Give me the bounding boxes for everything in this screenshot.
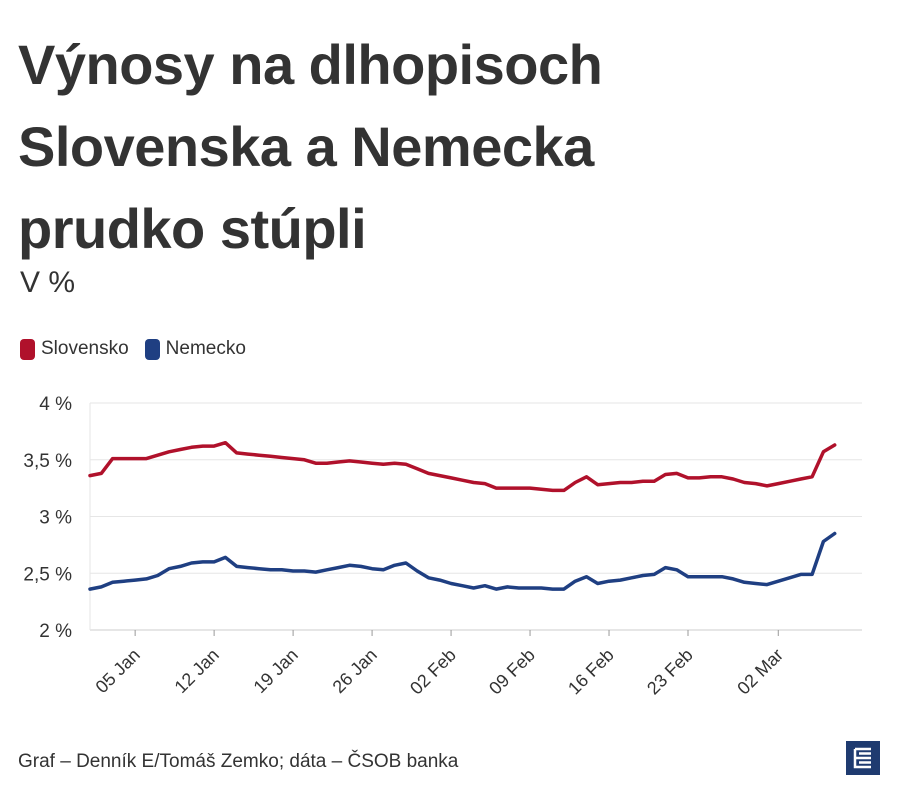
y-tick-label: 3 %: [39, 508, 72, 529]
y-tick-label: 2,5 %: [23, 564, 72, 585]
x-tick-label: 16 Feb: [564, 645, 618, 699]
x-tick-label: 05 Jan: [92, 645, 144, 697]
y-tick-label: 4 %: [39, 394, 72, 415]
line-chart: 2 % 2,5 % 3 % 3,5 % 4 % 05 Jan 12 Jan 19 Jan 26 …: [0, 380, 900, 720]
logo-e-icon: [846, 741, 880, 775]
legend-swatch-nemecko: [145, 339, 160, 360]
x-tick-label: 23 Feb: [643, 645, 697, 699]
x-tick-label: 26 Jan: [329, 645, 381, 697]
x-tick-label: 19 Jan: [250, 645, 302, 697]
x-tick-label: 12 Jan: [171, 645, 223, 697]
legend-label-nemecko: Nemecko: [166, 338, 246, 360]
chart-source: Graf – Denník E/Tomáš Zemko; dáta – ČSOB…: [18, 751, 458, 773]
chart-title: Výnosy na dlhopisoch Slovenska a Nemecka…: [18, 24, 718, 270]
legend-label-slovensko: Slovensko: [41, 338, 129, 360]
series-line-nemecko: [90, 534, 835, 590]
series-line-slovensko: [90, 443, 835, 491]
y-tick-label: 2 %: [39, 621, 72, 642]
denník-e-logo: [846, 741, 880, 775]
x-tick-label: 09 Feb: [485, 645, 539, 699]
legend-item-slovensko[interactable]: Slovensko: [20, 338, 129, 360]
legend-item-nemecko[interactable]: Nemecko: [145, 338, 246, 360]
x-tick-label: 02 Mar: [733, 645, 787, 699]
chart-legend: Slovensko Nemecko: [20, 338, 262, 360]
y-tick-label: 3,5 %: [23, 451, 72, 472]
x-tick-label: 02 Feb: [406, 645, 460, 699]
legend-swatch-slovensko: [20, 339, 35, 360]
chart-subtitle: V %: [20, 266, 75, 300]
